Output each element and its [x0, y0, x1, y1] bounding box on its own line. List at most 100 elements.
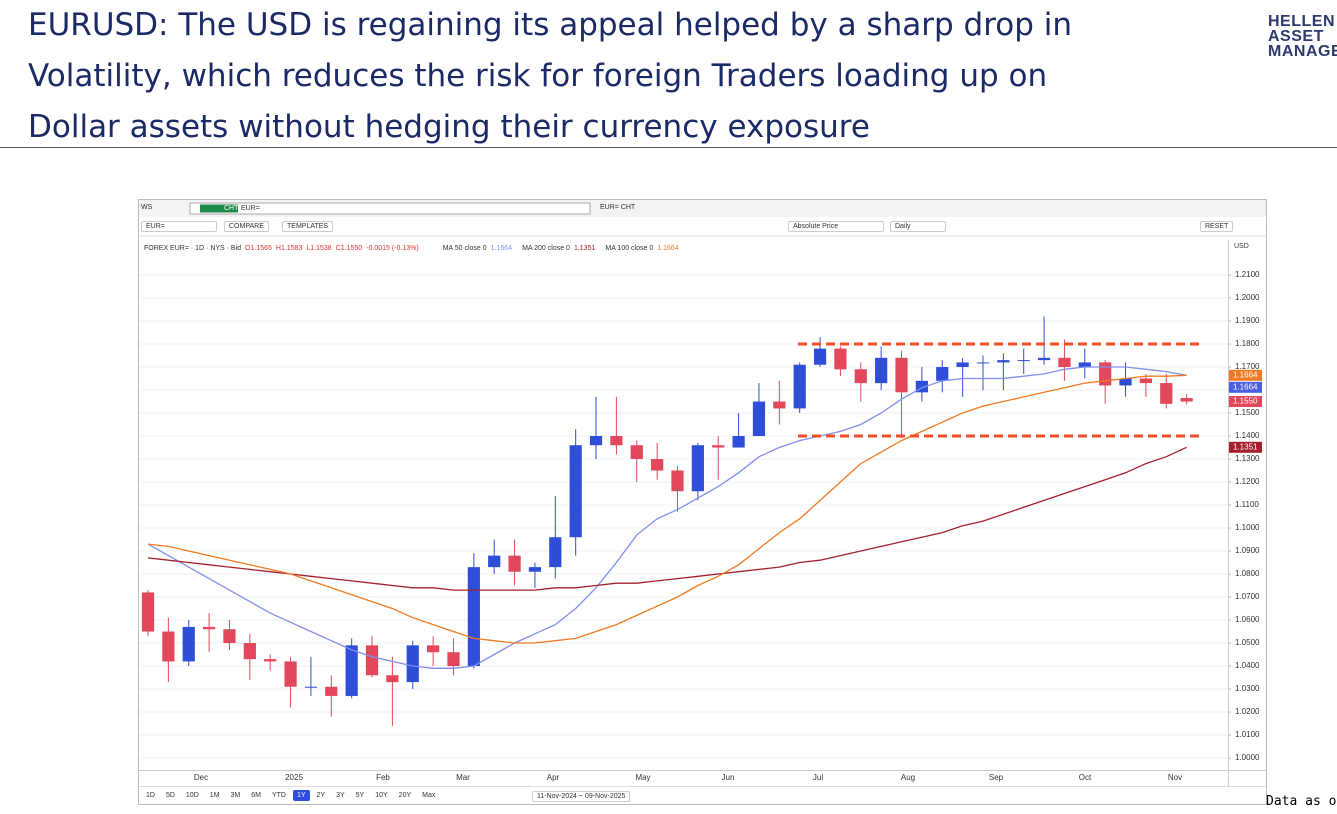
x-tick-label: Mar [456, 773, 470, 782]
candle-body [854, 369, 867, 384]
range-button[interactable]: 6M [251, 792, 261, 799]
y-tick-label: 1.1700 [1235, 362, 1260, 371]
candle-body [997, 360, 1010, 363]
search-box[interactable] [189, 202, 591, 215]
ma-value: 1.1664 [657, 245, 679, 252]
y-tick-label: 1.0900 [1235, 546, 1260, 555]
candle-body [813, 348, 827, 365]
ma-name: MA 50 close 0 [442, 245, 487, 252]
price-tag-label: 1.1664 [1233, 370, 1258, 379]
templates-button[interactable]: TEMPLATES [282, 221, 334, 232]
candle-body [325, 686, 338, 696]
candle-body [1058, 357, 1071, 368]
logo-line: ASSET [1268, 28, 1324, 45]
price-tag-label: 1.1664 [1233, 382, 1258, 391]
candle-body [671, 470, 684, 492]
candle-body [365, 645, 379, 676]
range-button[interactable]: 5D [165, 792, 175, 799]
candle-body [936, 367, 949, 381]
range-button[interactable]: 3M [230, 792, 241, 799]
candle-body [386, 675, 399, 683]
range-button[interactable]: 1M [209, 792, 220, 799]
candle-body [467, 567, 480, 667]
ohlc: H1.1583 [275, 245, 303, 252]
candle-body [243, 643, 256, 660]
price-mode-select[interactable]: Absolute Price [788, 221, 884, 232]
interval-select[interactable]: Daily [890, 221, 946, 232]
candle-body [406, 645, 419, 683]
candle-body [141, 592, 155, 632]
footnote: Data as o [1266, 794, 1337, 809]
candle-body [773, 401, 786, 409]
header-rule [0, 147, 1337, 148]
range-button[interactable]: 10Y [375, 792, 388, 799]
legend: FOREX EUR= · 1D · NYS · Bid O1.1565 H1.1… [144, 245, 685, 252]
ma-value: 1.1664 [490, 245, 513, 252]
y-tick-label: 1.1300 [1235, 454, 1260, 463]
range-button[interactable]: YTD [271, 792, 286, 799]
candle-body [1180, 398, 1193, 402]
candle-body [528, 567, 542, 572]
candle-body [651, 459, 664, 471]
candle-body [752, 401, 766, 437]
price-tag [1229, 396, 1262, 408]
candle-body [1119, 378, 1132, 386]
candle-body [202, 626, 216, 630]
range-button[interactable]: 10D [185, 792, 199, 799]
candle-body [895, 357, 908, 393]
range-button[interactable]: 1D [146, 792, 155, 799]
y-tick-label: 1.0000 [1235, 753, 1260, 762]
date-range[interactable]: 11-Nov-2024 ~ 09-Nov-2025 [532, 791, 631, 802]
moving-average [147, 366, 1187, 669]
title: EURUSD: The USD is regaining its appeal … [28, 0, 1072, 153]
y-tick-label: 1.0600 [1235, 615, 1260, 624]
y-tick-label: 1.1000 [1235, 523, 1260, 532]
candle-body [284, 661, 297, 687]
candle-body [223, 629, 236, 644]
search-text[interactable]: EUR= [241, 205, 260, 212]
logo-line: MANAGE [1268, 43, 1337, 60]
ohlc: C1.1550 [335, 245, 363, 252]
candle-body [427, 645, 440, 653]
y-tick-label: 1.0300 [1235, 684, 1260, 693]
range-button[interactable]: 5Y [355, 792, 365, 799]
candle-body [549, 537, 562, 568]
reset-button[interactable]: RESET [1200, 221, 1234, 232]
x-tick-label: Dec [194, 773, 208, 782]
ma-name: MA 200 close 0 [522, 245, 570, 252]
range-button[interactable]: 2Y [316, 792, 326, 799]
price-tag [1229, 381, 1262, 393]
workspace[interactable]: WS [141, 204, 153, 211]
price-tag [1229, 369, 1262, 381]
plot: 1.0000 1.0100 1.0200 1.0300 1.0400 1.0500 1.06… [139, 270, 1262, 782]
y-tick-label: 1.1100 [1235, 500, 1259, 509]
candle-body [976, 362, 990, 364]
tab[interactable]: EUR= CHT [600, 204, 636, 211]
y-tick-label: 1.0500 [1235, 638, 1260, 647]
candle-body [1099, 362, 1112, 386]
candle-body [1078, 362, 1091, 368]
range-button[interactable]: Max [422, 792, 436, 799]
y-tick-label: 1.2000 [1235, 293, 1260, 302]
candle-body [162, 631, 175, 662]
range-button[interactable]: 20Y [398, 792, 412, 799]
range-button[interactable]: 1Y [292, 790, 310, 801]
candle-body [1037, 357, 1051, 361]
candle-body [589, 436, 603, 446]
ma-name: MA 100 close 0 [605, 245, 654, 252]
candle-body [1017, 360, 1030, 362]
price-tag-label: 1.1351 [1233, 442, 1258, 451]
candle-body [691, 445, 704, 492]
candle-body [488, 555, 501, 568]
range-button[interactable]: 3Y [336, 792, 345, 799]
ma-legend: MA 50 close 0 1.1664 MA 200 close 0 1.1351 M… [443, 245, 685, 252]
ric-input[interactable]: EUR= [141, 221, 217, 232]
compare-button[interactable]: COMPARE [224, 221, 269, 232]
candle-body [732, 436, 745, 448]
window-frame [138, 199, 1267, 805]
y-tick-label: 1.1500 [1235, 408, 1260, 417]
range-buttons: 1D 5D 10D 1M 3M 6M YTD 1Y 2Y 3Y 5Y 10Y 20Y Max [142, 790, 439, 801]
currency[interactable]: USD [1234, 243, 1249, 250]
candle-body [447, 652, 460, 667]
